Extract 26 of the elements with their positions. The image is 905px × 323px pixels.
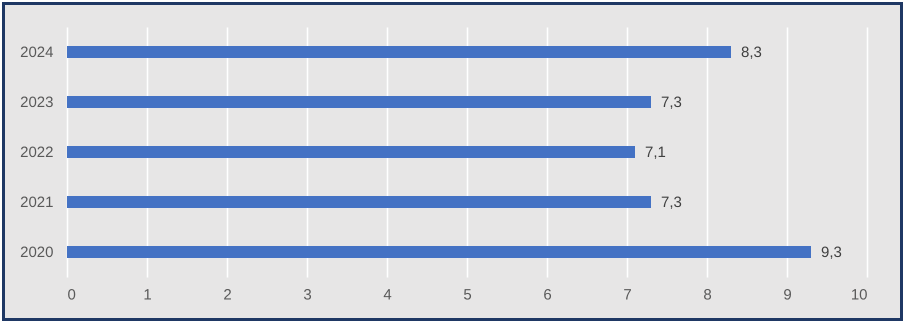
data-label: 7,3 <box>661 194 682 211</box>
x-tick-label: 5 <box>463 286 472 304</box>
x-tick-label: 10 <box>850 286 868 304</box>
y-tick-label: 2020 <box>20 244 54 261</box>
x-tick-label: 3 <box>303 286 312 304</box>
x-tick-label: 8 <box>703 286 712 304</box>
bar <box>67 146 635 158</box>
x-tick-label: 1 <box>143 286 152 304</box>
data-label: 7,1 <box>645 144 666 161</box>
x-tick-label: 7 <box>623 286 632 304</box>
bar <box>67 96 651 108</box>
data-label: 8,3 <box>741 44 762 61</box>
data-label: 7,3 <box>661 94 682 111</box>
y-tick-label: 2024 <box>20 44 54 61</box>
x-tick-label: 4 <box>383 286 392 304</box>
bar <box>67 246 811 258</box>
y-tick-label: 2021 <box>20 194 54 211</box>
x-tick-label: 0 <box>68 286 76 304</box>
bar <box>67 196 651 208</box>
y-tick-label: 2023 <box>20 94 54 111</box>
x-tick-label: 6 <box>543 286 552 304</box>
x-tick-label: 2 <box>223 286 232 304</box>
x-tick-label: 9 <box>783 286 792 304</box>
data-label: 9,3 <box>821 244 842 261</box>
bar <box>67 46 731 58</box>
y-tick-label: 2022 <box>20 144 54 161</box>
